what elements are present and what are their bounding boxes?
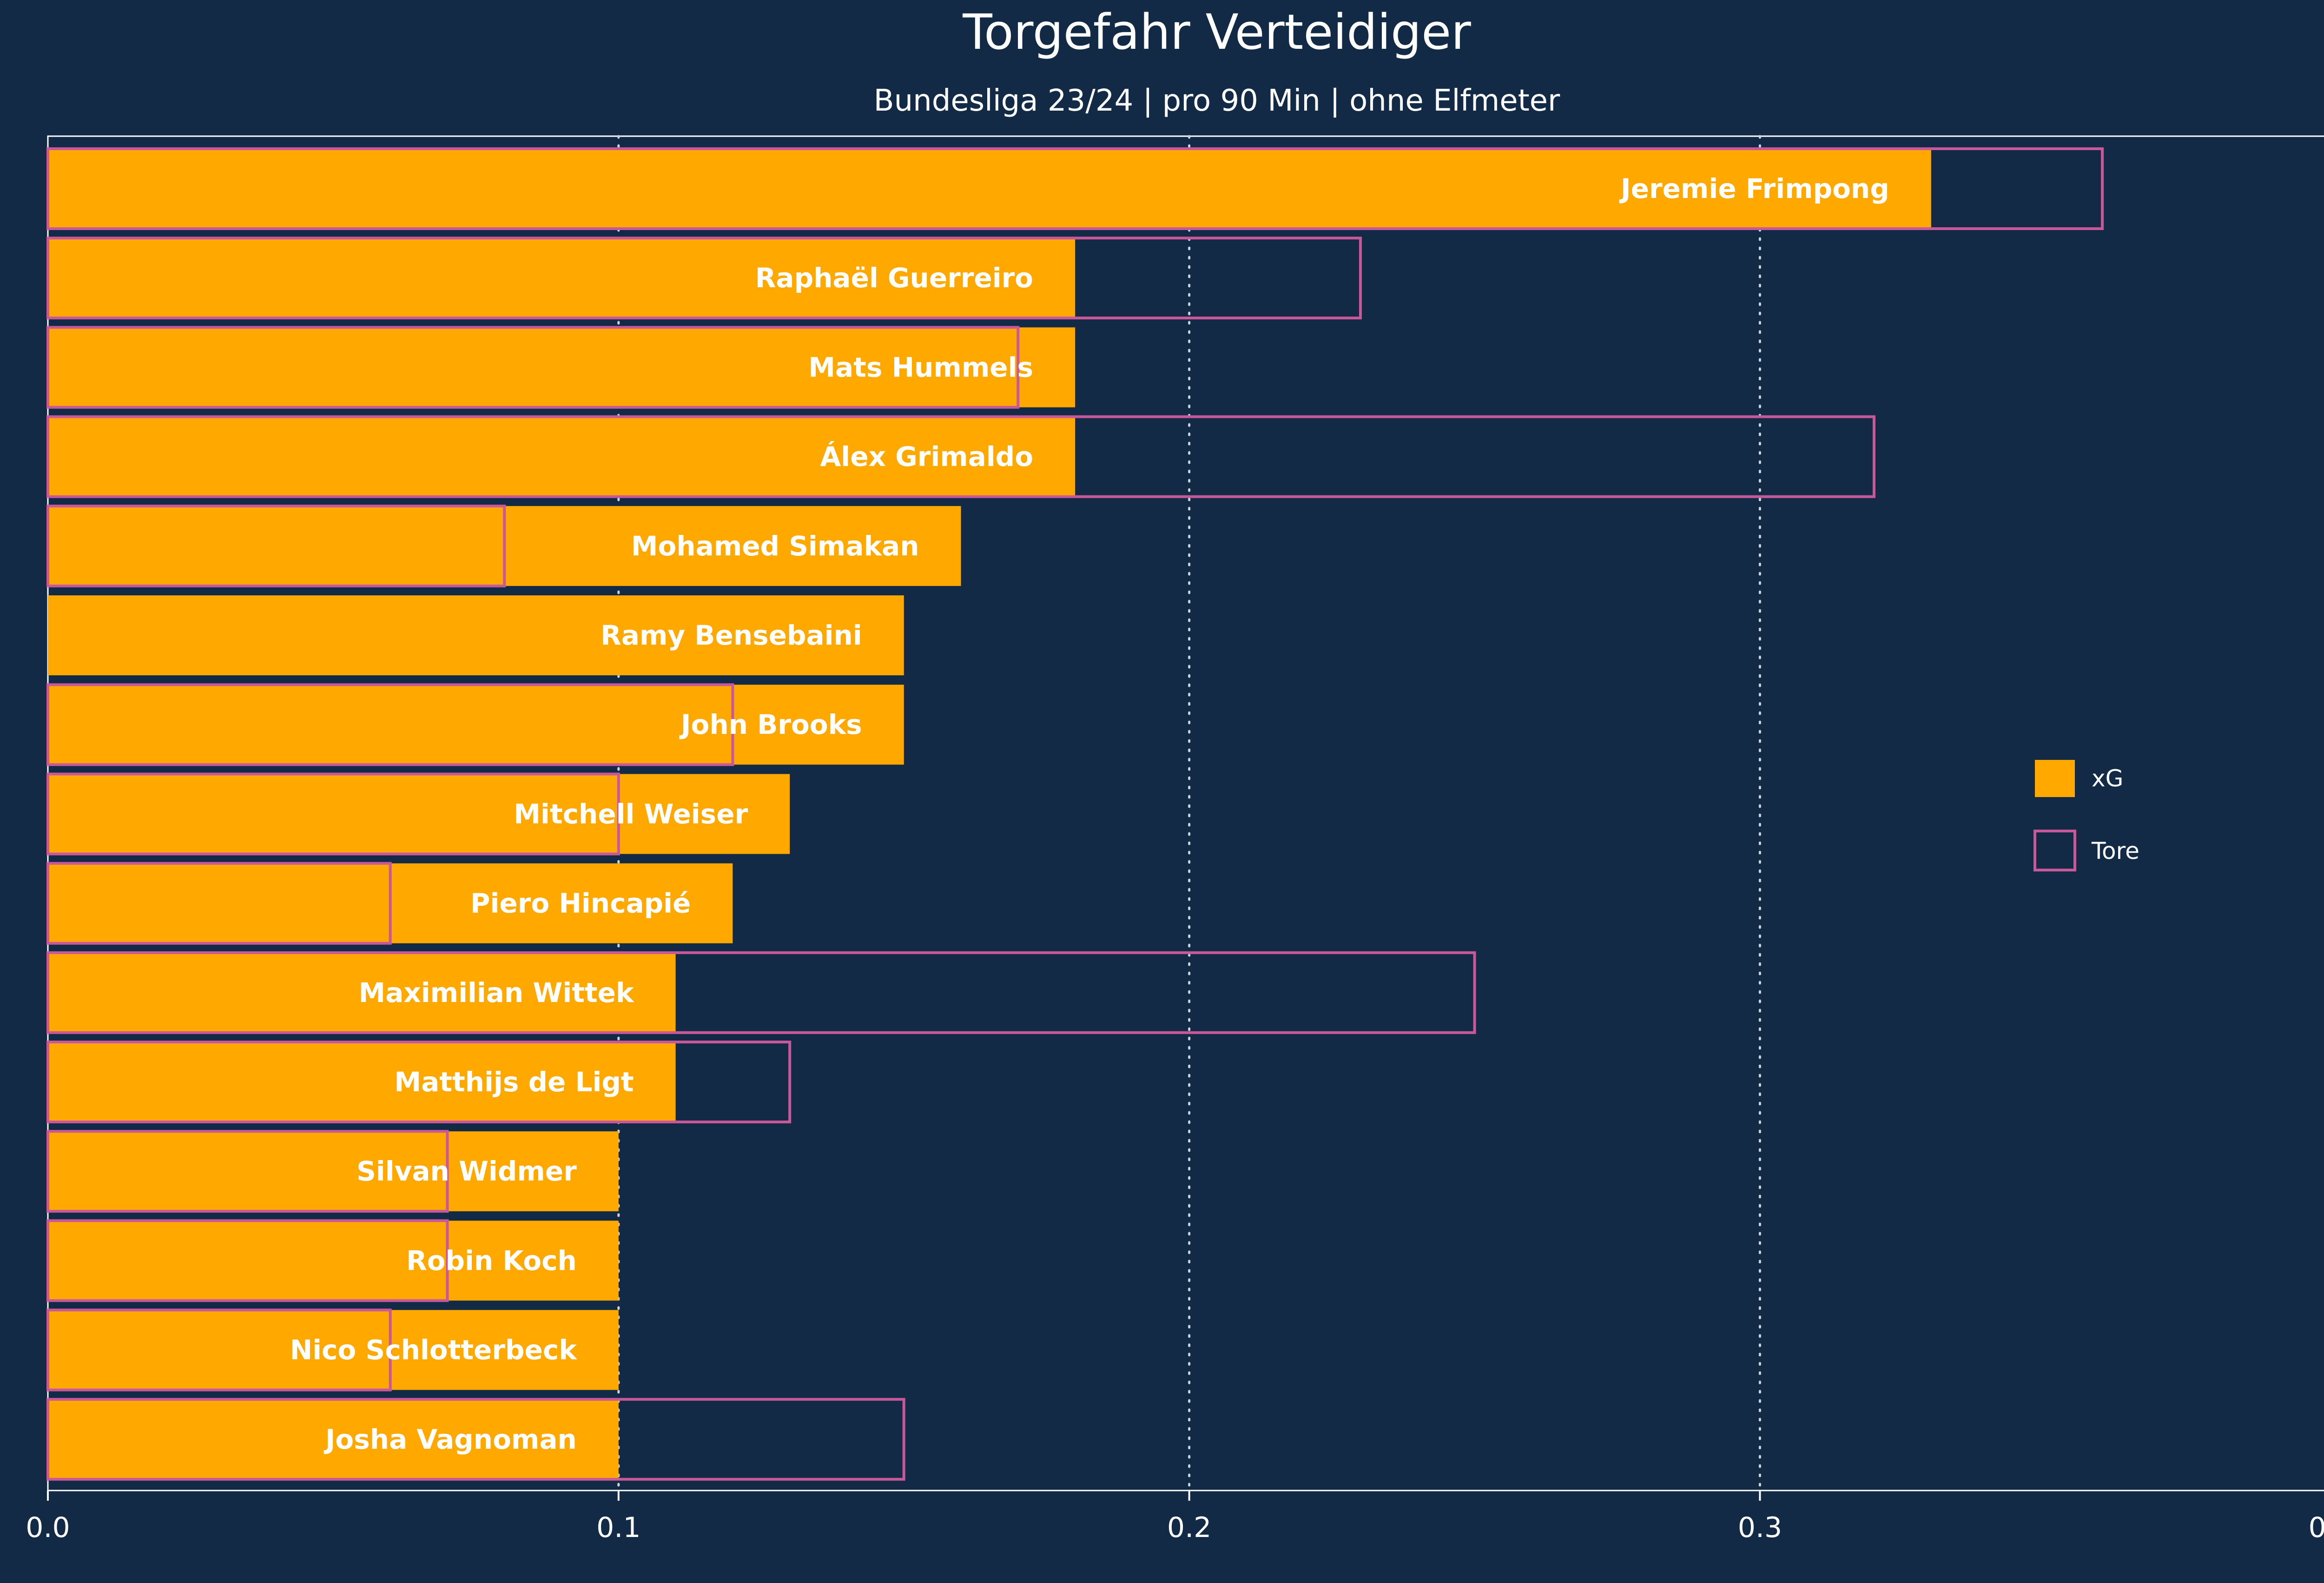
legend: xG Tore	[2034, 760, 2139, 871]
x-tick-label: 0.0	[26, 1511, 70, 1544]
player-label: Matthijs de Ligt	[394, 1066, 634, 1098]
xg-bar	[48, 685, 904, 765]
tore-bar	[46, 1130, 449, 1213]
x-axis: 0.0 0.1 0.2 0.3 0.4	[26, 1491, 2324, 1544]
tore-bar	[46, 326, 1020, 409]
tore-bar	[46, 683, 734, 766]
x-tick-label: 0.4	[2309, 1511, 2324, 1544]
player-label: Mats Hummels	[808, 351, 1033, 383]
legend-xg-swatch	[2035, 760, 2075, 797]
xg-bar	[48, 149, 1931, 229]
tore-bar	[46, 951, 1476, 1034]
player-label: Mitchell Weiser	[514, 798, 748, 830]
player-label: Piero Hincapié	[470, 888, 691, 919]
player-label: Mohamed Simakan	[631, 530, 919, 562]
player-label: Maximilian Wittek	[359, 977, 634, 1009]
tore-bar	[46, 147, 2104, 230]
player-label: Silvan Widmer	[357, 1155, 577, 1187]
xg-bar	[48, 1220, 619, 1301]
tore-bar	[46, 1398, 905, 1481]
x-tick-label: 0.2	[1167, 1511, 1211, 1544]
tore-bar	[46, 772, 620, 856]
legend-xg-label: xG	[2092, 765, 2123, 792]
xg-bar	[48, 1131, 619, 1212]
player-label: Raphaël Guerreiro	[755, 262, 1033, 294]
player-label: Jeremie Frimpong	[1619, 173, 1889, 204]
player-label: Josha Vagnoman	[324, 1424, 577, 1455]
x-tick-label: 0.1	[596, 1511, 640, 1544]
xg-bar	[48, 1042, 676, 1122]
chart-subtitle: Bundesliga 23/24 | pro 90 Min | ohne Elf…	[874, 84, 1560, 118]
player-label: John Brooks	[679, 709, 862, 740]
xg-bar	[48, 595, 904, 675]
xg-bar	[48, 1310, 619, 1390]
xg-bar	[48, 774, 790, 854]
tore-bar	[46, 415, 1875, 498]
legend-tore-label: Tore	[2091, 838, 2139, 864]
x-tick-label: 0.3	[1738, 1511, 1782, 1544]
legend-tore-swatch	[2034, 830, 2076, 871]
tore-bar	[46, 237, 1362, 320]
player-label: Álex Grimaldo	[820, 441, 1033, 473]
tore-bar	[46, 1219, 449, 1302]
bars: Jeremie Frimpong Raphaël Guerreiro Mats Hu…	[46, 147, 2104, 1481]
chart-title: Torgefahr Verteidiger	[962, 4, 1471, 60]
tore-bar	[46, 1308, 392, 1392]
player-label: Robin Koch	[406, 1245, 577, 1276]
xg-bar	[48, 416, 1076, 497]
xg-bar	[48, 1399, 619, 1479]
xg-bar	[48, 238, 1076, 318]
player-label: Nico Schlotterbeck	[290, 1334, 578, 1366]
xg-bar	[48, 952, 676, 1033]
xg-bar	[48, 327, 1076, 408]
tore-bar	[46, 1041, 792, 1123]
tore-bar	[46, 504, 506, 587]
player-label: Ramy Bensebaini	[601, 620, 862, 651]
tore-bar	[46, 862, 392, 945]
